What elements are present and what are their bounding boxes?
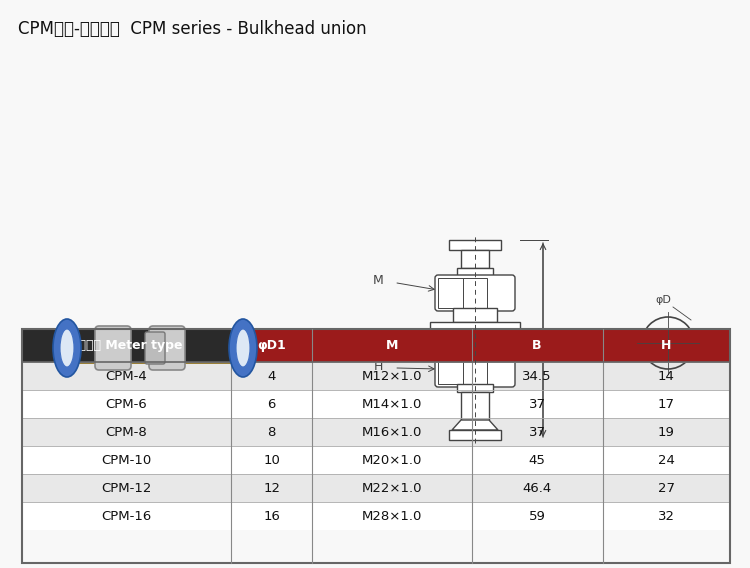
Text: 10: 10	[263, 453, 280, 466]
Text: 37: 37	[529, 425, 545, 438]
Bar	[438, 278, 464, 308]
Text: 8: 8	[268, 425, 276, 438]
Text: 37: 37	[529, 398, 545, 411]
Bar	[22, 502, 730, 530]
Polygon shape	[233, 336, 250, 360]
Text: 16: 16	[263, 509, 280, 523]
Text: CPM系列-隔板直通  CPM series - Bulkhead union: CPM系列-隔板直通 CPM series - Bulkhead union	[18, 20, 367, 38]
Text: 24: 24	[658, 453, 675, 466]
Bar	[449, 240, 501, 250]
Text: M28×1.0: M28×1.0	[362, 509, 422, 523]
FancyBboxPatch shape	[435, 351, 515, 387]
Text: M14×1.0: M14×1.0	[362, 398, 422, 411]
Ellipse shape	[53, 319, 81, 377]
Text: H: H	[374, 360, 383, 373]
Bar	[453, 308, 497, 322]
Bar	[463, 278, 487, 308]
Bar	[463, 354, 487, 384]
Text: M12×1.0: M12×1.0	[362, 370, 422, 382]
Bar	[438, 354, 464, 384]
Text: CPM-10: CPM-10	[101, 453, 152, 466]
Text: B: B	[551, 333, 560, 346]
Text: 19: 19	[658, 425, 675, 438]
Text: B: B	[532, 339, 542, 352]
Bar	[22, 329, 730, 563]
Text: 12: 12	[263, 482, 280, 495]
Bar	[213, 338, 233, 358]
Bar	[22, 329, 730, 362]
Bar	[453, 338, 497, 352]
Text: φD1: φD1	[257, 339, 286, 352]
Text: H: H	[661, 339, 671, 352]
Bar	[457, 268, 493, 276]
Text: M: M	[372, 274, 383, 287]
Text: 6: 6	[268, 398, 276, 411]
Text: 45: 45	[529, 453, 545, 466]
Text: M22×1.0: M22×1.0	[362, 482, 422, 495]
Text: CPM-8: CPM-8	[106, 425, 147, 438]
Text: CPM-6: CPM-6	[106, 398, 147, 411]
Bar	[22, 418, 730, 446]
Bar	[22, 362, 730, 390]
Bar	[461, 250, 489, 268]
Text: M16×1.0: M16×1.0	[362, 425, 422, 438]
FancyBboxPatch shape	[57, 333, 253, 363]
Ellipse shape	[236, 329, 250, 367]
Text: CPM-12: CPM-12	[101, 482, 152, 495]
FancyBboxPatch shape	[435, 275, 515, 311]
Text: φD: φD	[655, 295, 671, 305]
Bar	[430, 322, 520, 338]
Text: CPM-16: CPM-16	[101, 509, 152, 523]
Text: 4: 4	[268, 370, 276, 382]
Text: 46.4: 46.4	[523, 482, 552, 495]
Text: 14: 14	[658, 370, 675, 382]
Ellipse shape	[60, 329, 74, 367]
Bar	[22, 390, 730, 418]
Bar	[449, 430, 501, 440]
FancyBboxPatch shape	[95, 326, 131, 370]
Bar	[22, 329, 231, 362]
FancyBboxPatch shape	[145, 332, 165, 364]
Text: 公制插管 Meter type: 公制插管 Meter type	[70, 339, 182, 352]
Bar	[77, 338, 97, 358]
Ellipse shape	[229, 319, 257, 377]
Bar	[457, 384, 493, 392]
Polygon shape	[60, 336, 77, 360]
Text: CPM-4: CPM-4	[106, 370, 147, 382]
Text: 27: 27	[658, 482, 675, 495]
Bar	[22, 474, 730, 502]
Text: 17: 17	[658, 398, 675, 411]
Polygon shape	[452, 420, 498, 430]
Text: 34.5: 34.5	[522, 370, 552, 382]
Text: 59: 59	[529, 509, 545, 523]
Text: M: M	[386, 339, 398, 352]
Text: M20×1.0: M20×1.0	[362, 453, 422, 466]
Bar	[22, 446, 730, 474]
Bar	[461, 392, 489, 420]
FancyBboxPatch shape	[149, 326, 185, 370]
Text: 32: 32	[658, 509, 675, 523]
